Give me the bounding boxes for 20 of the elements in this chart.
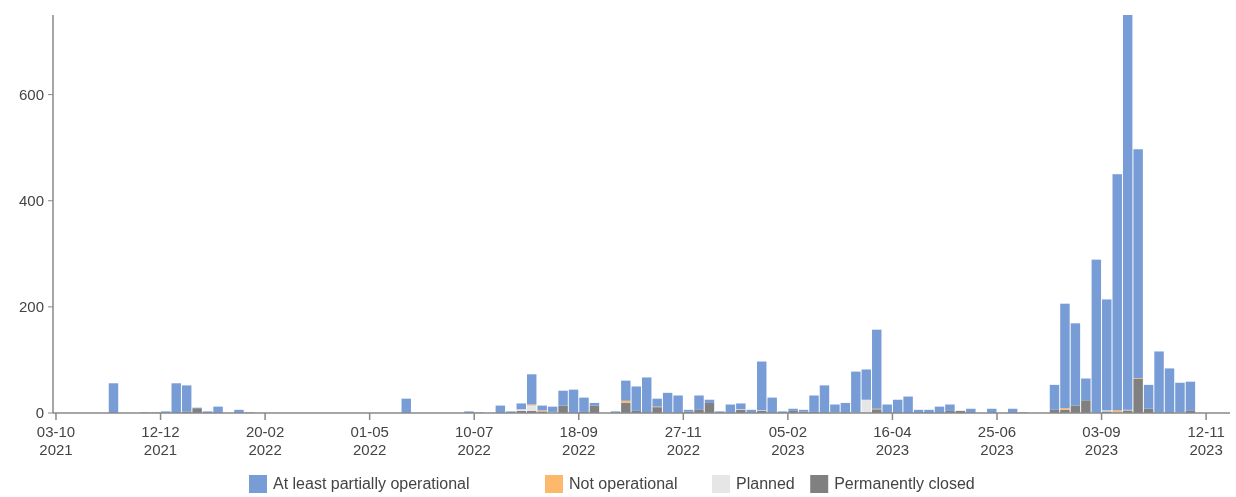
- x-tick-label: 05-02 2023: [768, 423, 808, 458]
- x-tick-label: 01-05 2022: [350, 423, 389, 458]
- x-tick-label: 12-11 2023: [1187, 423, 1225, 458]
- y-tick-label: 200: [18, 298, 44, 316]
- y-tick-label: 0: [35, 404, 44, 422]
- x-tick-label: 20-02 2022: [245, 423, 285, 458]
- x-tick-label: 18-09 2022: [559, 423, 598, 458]
- x-tick-label: 03-09 2023: [1082, 423, 1121, 458]
- x-tick-label: 16-04 2023: [873, 423, 912, 458]
- legend-label: Planned: [736, 475, 795, 492]
- x-tick-label: 10-07 2022: [455, 423, 494, 458]
- x-tick-label: 12-12 2021: [141, 423, 180, 458]
- x-tick-label: 27-11 2022: [664, 423, 702, 458]
- y-tick-label: 600: [18, 85, 44, 103]
- legend-label: Permanently closed: [834, 475, 975, 492]
- y-tick-label: 400: [18, 191, 44, 209]
- x-tick-label: 25-06 2023: [977, 423, 1017, 458]
- x-tick-label: 03-10 2021: [36, 423, 76, 458]
- legend-label: Not operational: [569, 475, 678, 492]
- legend-label: At least partially operational: [273, 475, 470, 492]
